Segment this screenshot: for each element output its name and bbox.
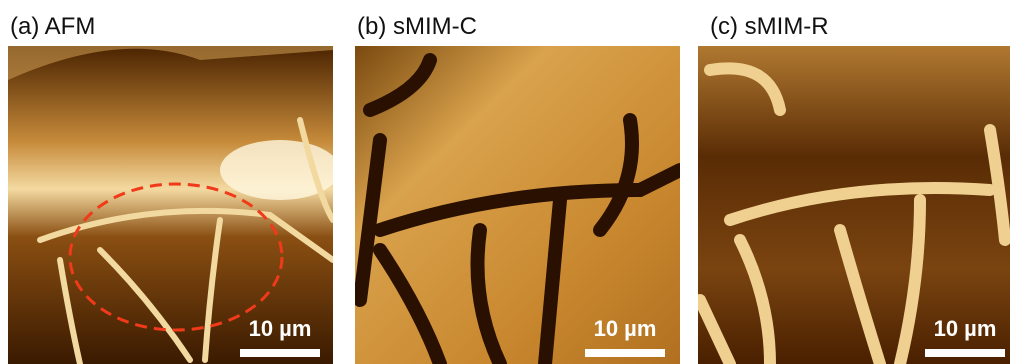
smim-r-image: 10 µm: [698, 46, 1010, 364]
figure: (a) AFM (b) sMIM-C (c) sMIM-R 10 µm 10 µ…: [0, 0, 1010, 364]
scale-bar-label: 10 µm: [594, 316, 657, 341]
scale-bar: [925, 349, 1005, 357]
panel-title: (a) AFM: [10, 13, 95, 40]
afm-image: 10 µm: [8, 46, 340, 364]
scale-bar-label: 10 µm: [249, 316, 312, 341]
panel-title: (c) sMIM-R: [710, 13, 829, 40]
scale-bar: [240, 349, 320, 357]
panel-title: (b) sMIM-C: [357, 13, 477, 40]
smim-c-image: 10 µm: [355, 46, 680, 364]
scale-bar-label: 10 µm: [934, 316, 997, 341]
scale-bar: [585, 349, 665, 357]
